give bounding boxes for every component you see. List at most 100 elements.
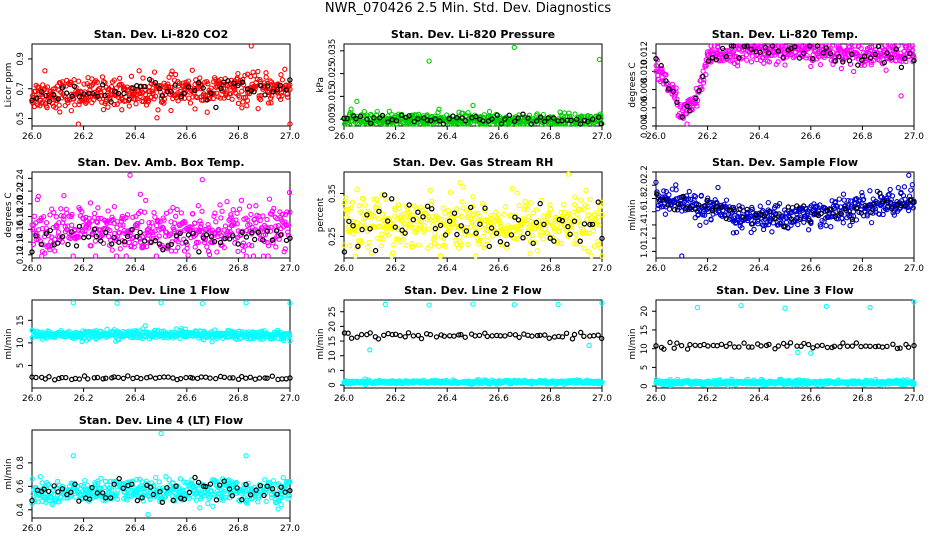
data-point	[836, 196, 842, 202]
data-point	[238, 197, 245, 204]
x-tick-label: 26.4	[125, 132, 145, 142]
x-tick-label: 26.4	[749, 264, 769, 274]
reference-point	[551, 334, 558, 340]
reference-point	[736, 55, 742, 61]
data-point	[211, 90, 217, 97]
data-point	[268, 100, 274, 106]
reference-point	[364, 116, 370, 123]
data-point	[472, 225, 479, 231]
reference-point	[428, 117, 434, 124]
data-point	[187, 100, 194, 106]
x-tick-label: 27.0	[280, 394, 300, 404]
reference-point	[170, 375, 176, 381]
data-point	[473, 253, 479, 259]
data-point	[269, 211, 275, 217]
reference-point	[196, 79, 202, 86]
y-axis-label: Licor ppm	[4, 63, 14, 108]
data-point	[435, 109, 441, 116]
x-tick-label: 26.8	[540, 264, 560, 274]
reference-point	[225, 78, 231, 84]
reference-point	[120, 375, 127, 382]
data-point	[432, 215, 439, 222]
reference-point	[239, 79, 246, 85]
reference-point	[148, 239, 154, 246]
x-tick-label: 26.4	[437, 394, 457, 404]
y-tick-label: 1.6	[640, 205, 650, 219]
data-point	[853, 50, 860, 56]
reference-point	[775, 48, 782, 54]
reference-point	[596, 114, 602, 121]
data-point	[102, 226, 108, 232]
data-point	[56, 102, 62, 108]
y-tick-label: 0.14	[16, 233, 26, 252]
data-point	[265, 243, 272, 249]
data-point	[700, 68, 706, 74]
data-point	[705, 52, 712, 58]
data-point	[173, 213, 179, 219]
y-axis-label: percent	[316, 197, 326, 232]
data-point	[155, 219, 161, 225]
reference-point	[55, 96, 62, 102]
reference-point	[173, 232, 179, 239]
data-point	[37, 238, 44, 244]
data-point	[235, 248, 241, 255]
data-point	[123, 253, 129, 259]
data-point	[442, 210, 448, 216]
data-point	[151, 209, 157, 216]
data-point	[181, 248, 188, 254]
data-point	[161, 217, 167, 223]
data-point	[492, 209, 499, 215]
data-point	[228, 212, 234, 218]
outlier-point	[70, 300, 76, 306]
data-point	[189, 211, 196, 217]
data-point	[209, 339, 215, 345]
x-tick-label: 26.0	[334, 132, 354, 142]
data-point	[341, 242, 347, 248]
reference-point	[520, 111, 526, 117]
data-point	[909, 43, 915, 49]
data-point	[204, 109, 210, 115]
data-point	[132, 240, 138, 247]
data-point	[507, 213, 513, 219]
reference-point	[248, 87, 254, 94]
reference-point	[666, 86, 672, 92]
y-tick-label: 2.2	[640, 165, 650, 179]
reference-point	[545, 115, 552, 121]
data-point	[438, 253, 444, 259]
data-point	[71, 77, 77, 83]
reference-point	[730, 43, 737, 49]
data-point	[903, 58, 909, 65]
data-point	[246, 242, 252, 248]
reference-point	[454, 231, 460, 238]
reference-point	[888, 55, 895, 61]
reference-point	[849, 51, 855, 58]
data-point	[240, 82, 247, 88]
data-point	[150, 90, 156, 96]
data-point	[195, 203, 201, 209]
reference-point	[34, 95, 40, 101]
x-tick-label: 26.6	[489, 394, 509, 404]
data-point	[385, 232, 391, 238]
data-point	[388, 253, 395, 259]
data-point	[152, 214, 158, 220]
reference-point	[462, 118, 469, 124]
data-point	[454, 206, 460, 212]
data-point	[486, 108, 493, 115]
data-point	[234, 221, 240, 227]
reference-point	[354, 334, 360, 340]
data-point	[765, 199, 771, 206]
x-tick-label: 26.6	[177, 264, 197, 274]
y-tick-label: 25	[328, 306, 338, 317]
reference-point	[243, 375, 249, 381]
data-point	[697, 222, 703, 229]
y-tick-label: 0.012	[640, 41, 650, 65]
data-point	[399, 217, 405, 223]
data-point	[694, 103, 700, 109]
reference-point	[385, 119, 391, 125]
data-point	[260, 253, 267, 259]
data-point	[199, 208, 205, 214]
data-point	[156, 233, 162, 239]
